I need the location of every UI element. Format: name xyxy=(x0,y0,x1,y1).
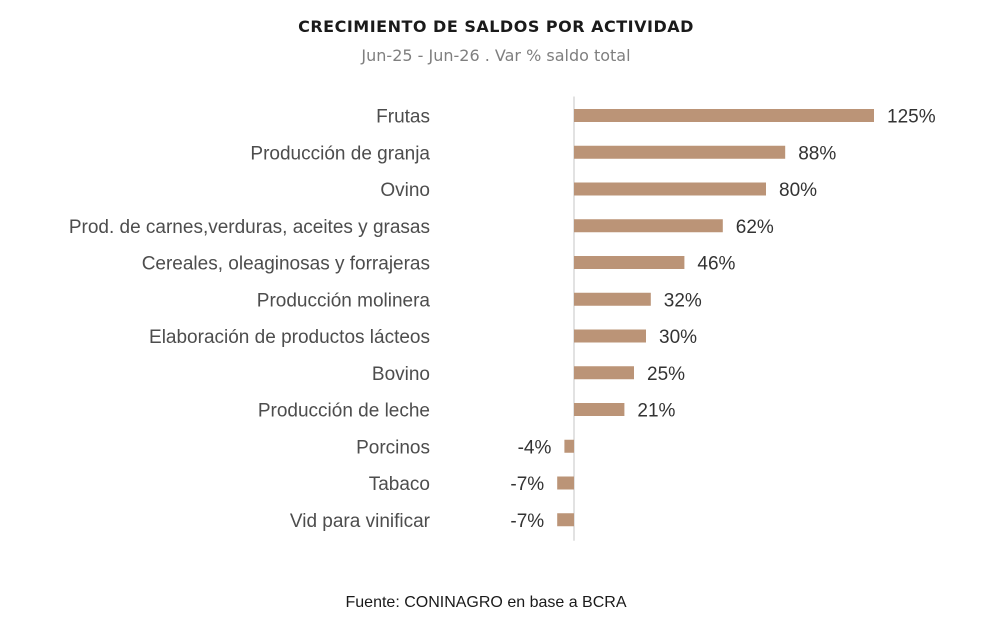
bar xyxy=(557,476,574,490)
category-label: Cereales, oleaginosas y forrajeras xyxy=(142,254,430,275)
bar xyxy=(574,329,646,343)
data-label: 25% xyxy=(647,364,685,385)
category-label: Producción molinera xyxy=(257,290,431,311)
category-label: Porcinos xyxy=(356,437,430,458)
chart-subtitle: Jun-25 - Jun-26 . Var % saldo total xyxy=(360,46,630,65)
bar xyxy=(574,182,766,196)
data-label: 46% xyxy=(697,254,735,275)
data-label: -7% xyxy=(510,511,544,532)
bar xyxy=(574,219,723,233)
category-label: Tabaco xyxy=(369,474,430,495)
bar xyxy=(574,256,685,269)
bar xyxy=(574,145,786,159)
data-label: 80% xyxy=(779,180,817,201)
data-label: -4% xyxy=(518,437,552,458)
data-label: 21% xyxy=(637,401,675,422)
category-label: Prod. de carnes,verduras, aceites y gras… xyxy=(69,217,430,238)
source-note: Fuente: CONINAGRO en base a BCRA xyxy=(346,594,627,611)
category-label: Ovino xyxy=(380,180,430,201)
category-label: Producción de leche xyxy=(258,401,430,422)
category-label: Frutas xyxy=(376,107,430,128)
bar xyxy=(574,292,651,306)
category-label: Producción de granja xyxy=(250,143,430,164)
data-label: 30% xyxy=(659,327,697,348)
data-label: -7% xyxy=(510,474,544,495)
data-label: 125% xyxy=(887,107,936,128)
bar xyxy=(574,109,874,122)
category-label: Vid para vinificar xyxy=(290,511,431,532)
data-label: 32% xyxy=(664,290,702,311)
bar xyxy=(574,366,634,380)
plot-area: Frutas 125% Producción de granja 88% Ovino 80… xyxy=(69,96,936,541)
category-label: Bovino xyxy=(372,364,430,385)
bar xyxy=(557,513,574,527)
data-label: 62% xyxy=(736,217,774,238)
bar xyxy=(564,439,574,453)
data-label: 88% xyxy=(798,143,836,164)
category-label: Elaboración de productos lácteos xyxy=(149,327,430,348)
chart-title: CRECIMIENTO DE SALDOS POR ACTIVIDAD xyxy=(298,17,694,36)
bar xyxy=(574,403,625,416)
